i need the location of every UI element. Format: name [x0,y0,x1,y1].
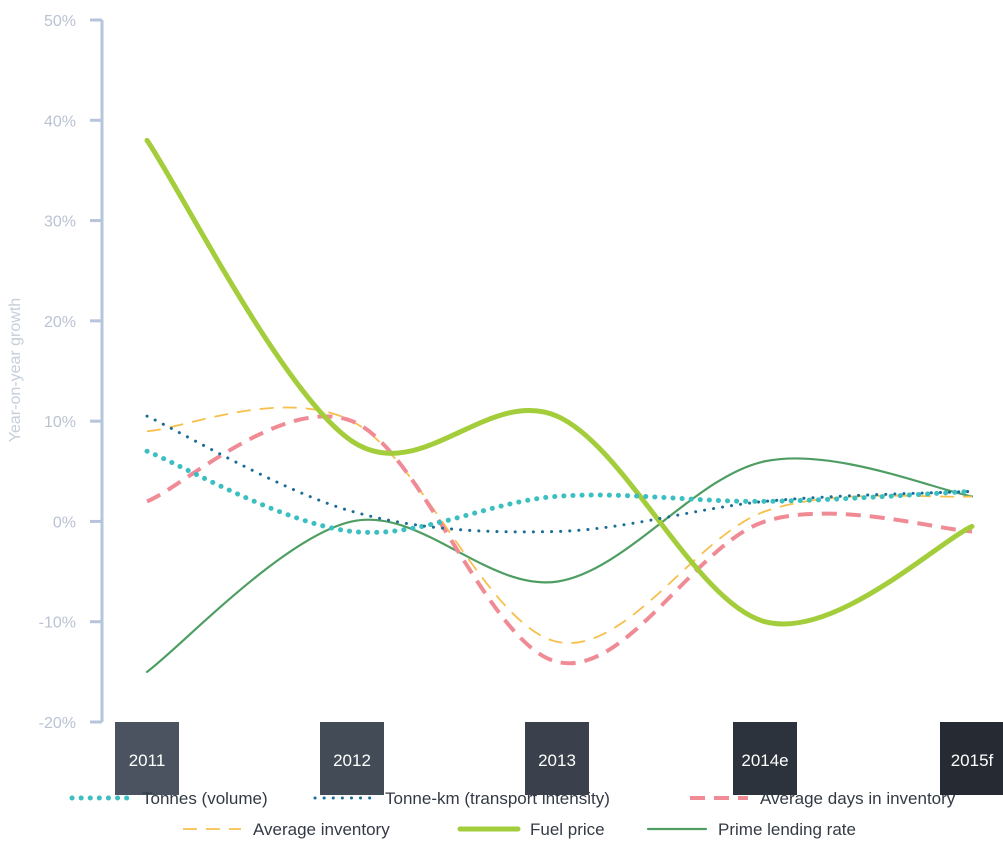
y-tick-label: -20% [39,715,76,732]
legend-label: Average days in inventory [760,789,956,808]
y-axis-title: Year-on-year growth [7,298,24,442]
series-line [146,414,973,666]
legend-item: Fuel price [457,820,605,839]
series-line [144,137,975,627]
legend-label: Tonne-km (transport intensity) [385,789,610,808]
series-lines [144,137,975,673]
category-box [940,722,1003,795]
category-label: 2015f [951,751,994,770]
legend-item: Average days in inventory [690,789,956,808]
y-tick-label: 20% [44,314,76,331]
category-box [115,722,179,795]
legend-item: Prime lending rate [646,820,856,839]
legend-label: Fuel price [530,820,605,839]
series-line [145,457,974,673]
y-tick-label: 50% [44,13,76,30]
category-box [320,722,384,795]
series-line [144,448,975,535]
legend: Tonnes (volume) Tonne-km (transport inten… [69,789,956,839]
legend-item: Tonnes (volume) [69,789,268,808]
category-box [525,722,589,795]
legend-item: Average inventory [183,820,390,839]
category-label: 2013 [538,751,576,770]
y-tick-label: 0% [53,514,76,531]
category-box [733,722,797,795]
category-label: 2012 [333,751,371,770]
category-label: 2014e [741,751,788,770]
legend-label: Prime lending rate [718,820,856,839]
y-tick-label: 40% [44,113,76,130]
y-tick-label: 30% [44,214,76,231]
x-axis-categories: 2011 2012 2013 2014e 2015f [115,722,1003,795]
series-line [146,406,973,644]
legend-item: Tonne-km (transport intensity) [313,789,610,808]
legend-label: Tonnes (volume) [142,789,268,808]
y-tick-label: 10% [44,414,76,431]
category-label: 2011 [129,751,166,770]
y-axis: 50% 40% 30% 20% 10% 0% -10% -20% [39,13,104,732]
y-tick-label: -10% [39,615,76,632]
legend-label: Average inventory [253,820,390,839]
